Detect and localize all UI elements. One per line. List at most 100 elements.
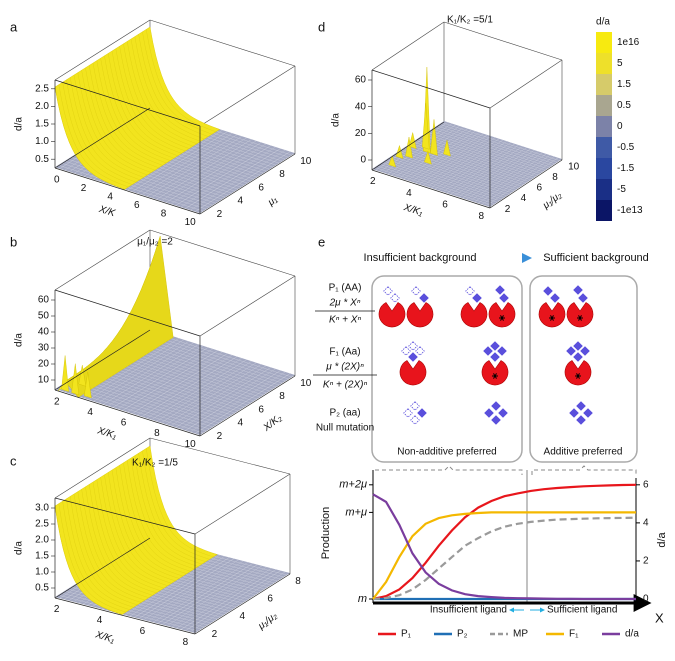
z-tick-label: 1.0 [35, 136, 49, 147]
box-edge [54, 497, 196, 535]
surface-line [89, 484, 157, 594]
legend-label: P₂ [457, 629, 468, 640]
box-edge [371, 121, 445, 171]
panel-label: e [318, 234, 325, 249]
bracket [372, 465, 523, 475]
ligand [550, 293, 560, 303]
colorbar-label: 0 [617, 121, 623, 132]
y-axis-label: μ₁/μ₂ [540, 190, 564, 212]
z-tick-label: 60 [355, 75, 367, 86]
x-axis-label: X/K₁ [95, 425, 118, 441]
y-tick-label: 10 [300, 378, 312, 389]
z-tick-label: 0 [360, 155, 366, 166]
panel-title: K₁/K₂ =5/1 [447, 15, 493, 26]
surface-line [115, 467, 184, 577]
z-tick-label: 30 [38, 343, 50, 354]
y-tick-label: 2 [217, 431, 223, 442]
surface-line [70, 496, 138, 606]
x-axis-label: X [655, 610, 664, 625]
panel-label: d [318, 19, 325, 34]
surface-grid [180, 569, 277, 630]
colorbar-label: -5 [617, 184, 626, 195]
y-axis-label: μ₁ [265, 194, 279, 209]
box-edge [54, 437, 151, 499]
surface-grid [185, 570, 281, 631]
surface-line [96, 60, 167, 164]
receptor [406, 302, 434, 328]
ligand [410, 401, 420, 411]
receptor [481, 360, 509, 386]
colorbar-block [596, 200, 612, 221]
bracket [531, 465, 637, 475]
surface-grid [195, 373, 291, 434]
ligand [576, 401, 586, 411]
ligand [408, 341, 418, 351]
ligand [415, 346, 425, 356]
ligand [583, 408, 593, 418]
surface-line [89, 65, 159, 168]
x-tick-label: 6 [121, 418, 127, 429]
receptor [538, 302, 566, 328]
box-edge [54, 389, 201, 437]
surface-line [62, 501, 130, 610]
x-tick-label: 6 [140, 626, 146, 637]
y-tick-label: 2 [217, 209, 223, 220]
star [578, 315, 582, 321]
y-tick-label: m+2μ [339, 479, 367, 491]
z-tick-label: 2.5 [35, 519, 49, 530]
y-tick-label: 4 [238, 196, 244, 207]
x-tick-label: 8 [154, 428, 160, 439]
surface-line [62, 82, 133, 185]
surface-line [54, 86, 125, 190]
colorbar-label: 0.5 [617, 100, 631, 111]
y-tick-label: 8 [279, 169, 285, 180]
box-edge [199, 375, 296, 437]
y-axis-label: Production [320, 507, 332, 560]
surface-grid [431, 128, 551, 168]
z-tick-label: 1.5 [35, 551, 49, 562]
row-note: Null mutation [316, 423, 374, 434]
z-tick-label: 0.5 [35, 154, 49, 165]
box-edge [194, 573, 291, 635]
surface-spike [388, 155, 397, 168]
x-tick-label: 8 [161, 208, 167, 219]
x-tick-label: 10 [185, 439, 197, 450]
surface-grid [190, 149, 286, 211]
surface-spike [78, 365, 87, 387]
denominator: Kⁿ + (2X)ⁿ [323, 380, 368, 391]
x-tick-label: 2 [370, 176, 376, 187]
box-edge [54, 19, 151, 81]
colorbar-label: -1e13 [617, 205, 643, 216]
series-line [372, 493, 636, 601]
surface-line [100, 58, 171, 161]
surface-line [66, 79, 137, 183]
ligand [495, 285, 505, 295]
surface-line [85, 67, 156, 171]
surface-line [119, 465, 187, 574]
surface-line [123, 462, 191, 572]
surface-line [104, 474, 172, 584]
receptor [460, 302, 488, 328]
surface-line [70, 77, 140, 180]
surface-line [96, 479, 165, 589]
surface-line [119, 46, 190, 149]
surface-grid [190, 571, 286, 632]
series-line [372, 483, 637, 601]
ligand [472, 293, 482, 303]
surface-line [92, 481, 161, 591]
receptor [378, 302, 406, 328]
y-tick-label: 10 [568, 162, 580, 173]
series-line [372, 511, 636, 600]
star [550, 315, 554, 321]
z-tick-label: 3.0 [35, 503, 49, 514]
surface-line [130, 457, 199, 567]
ligand [484, 408, 494, 418]
ligand [410, 415, 420, 425]
box-edge [54, 597, 196, 635]
surface-line [138, 453, 206, 562]
z-axis-label: d/a [14, 333, 25, 347]
x-tick-label: 2 [54, 396, 60, 407]
x-tick-label: 6 [442, 199, 448, 210]
surface-spike [61, 355, 69, 392]
box-caption: Additive preferred [544, 447, 623, 458]
